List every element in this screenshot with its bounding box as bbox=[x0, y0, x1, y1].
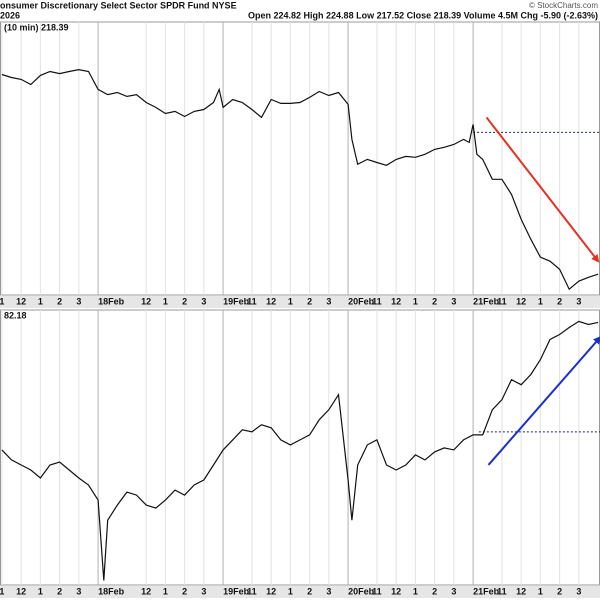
x-tick-label: 21Feb bbox=[473, 296, 500, 306]
x-tick-label: 18Feb bbox=[98, 296, 125, 306]
panel-frame bbox=[0, 309, 600, 586]
x-tick-label: 1 bbox=[288, 586, 293, 596]
price-line bbox=[1, 320, 599, 581]
quote: Open 224.82 High 224.88 Low 217.52 Close… bbox=[248, 10, 598, 20]
x-tick-label: 12 bbox=[141, 296, 151, 306]
x-tick-label: 2 bbox=[182, 296, 187, 306]
chart-subtitle: 2026 bbox=[0, 10, 20, 20]
x-tick-label: 12 bbox=[16, 586, 26, 596]
x-tick-label: 3 bbox=[451, 296, 456, 306]
x-tick-label: 11 bbox=[372, 296, 382, 306]
x-tick-label: 3 bbox=[201, 586, 206, 596]
x-tick-label: 3 bbox=[326, 296, 331, 306]
x-tick-label: 19Feb bbox=[223, 586, 250, 596]
x-tick-label: 21Feb bbox=[473, 586, 500, 596]
x-tick-label: 2 bbox=[557, 586, 562, 596]
x-tick-label: 2 bbox=[432, 586, 437, 596]
x-tick-label: 3 bbox=[576, 296, 581, 306]
tick-strip bbox=[0, 296, 600, 308]
x-tick-label: 2 bbox=[307, 296, 312, 306]
x-tick-label: 20Feb bbox=[348, 296, 375, 306]
x-tick-label: 2 bbox=[182, 586, 187, 596]
x-tick-label: 1 bbox=[413, 586, 418, 596]
x-tick-label: 11 bbox=[247, 586, 257, 596]
x-tick-label: 1 bbox=[163, 586, 168, 596]
x-tick-label: 3 bbox=[76, 586, 81, 596]
x-tick-label: 3 bbox=[576, 586, 581, 596]
x-tick-label: 1 bbox=[288, 296, 293, 306]
x-tick-label: 12 bbox=[516, 586, 526, 596]
panel-label: (10 min) 218.39 bbox=[4, 22, 69, 32]
x-tick-label: 12 bbox=[266, 296, 276, 306]
x-tick-label: 11 bbox=[247, 296, 257, 306]
x-tick-label: 2 bbox=[57, 296, 62, 306]
chart-title: onsumer Discretionary Select Sector SPDR… bbox=[0, 0, 237, 10]
x-tick-label: 2 bbox=[557, 296, 562, 306]
x-tick-label: 3 bbox=[326, 586, 331, 596]
source: © StockCharts.com bbox=[529, 1, 598, 10]
panel-label: 82.18 bbox=[4, 310, 27, 320]
x-tick-label: 20Feb bbox=[348, 586, 375, 596]
x-tick-label: 2 bbox=[432, 296, 437, 306]
x-tick-label: 1 bbox=[538, 296, 543, 306]
x-tick-label: 12 bbox=[391, 586, 401, 596]
trend-arrow bbox=[487, 335, 600, 466]
tick-strip bbox=[0, 586, 600, 598]
panel-frame bbox=[0, 21, 600, 296]
x-tick-label: 11 bbox=[372, 586, 382, 596]
x-tick-label: 19Feb bbox=[223, 296, 250, 306]
x-tick-label: 3 bbox=[201, 296, 206, 306]
x-tick-label: 12 bbox=[141, 586, 151, 596]
x-tick-label: 12 bbox=[516, 296, 526, 306]
price-line bbox=[1, 68, 599, 291]
x-tick-label: 11 bbox=[497, 586, 507, 596]
trend-arrow bbox=[485, 116, 600, 263]
x-tick-label: 18Feb bbox=[98, 586, 125, 596]
x-tick-label: 1 bbox=[38, 586, 43, 596]
x-tick-label: 1 bbox=[163, 296, 168, 306]
x-tick-label: 1 bbox=[413, 296, 418, 306]
x-tick-label: 12 bbox=[266, 586, 276, 596]
x-tick-label: 2 bbox=[57, 586, 62, 596]
x-tick-label: 3 bbox=[76, 296, 81, 306]
x-tick-label: 1 bbox=[38, 296, 43, 306]
x-tick-label: 12 bbox=[391, 296, 401, 306]
x-tick-label: 1 bbox=[0, 586, 4, 596]
x-tick-label: 1 bbox=[0, 296, 4, 306]
x-tick-label: 12 bbox=[16, 296, 26, 306]
x-tick-label: 1 bbox=[538, 586, 543, 596]
x-tick-label: 3 bbox=[451, 586, 456, 596]
x-tick-label: 11 bbox=[497, 296, 507, 306]
x-tick-label: 2 bbox=[307, 586, 312, 596]
